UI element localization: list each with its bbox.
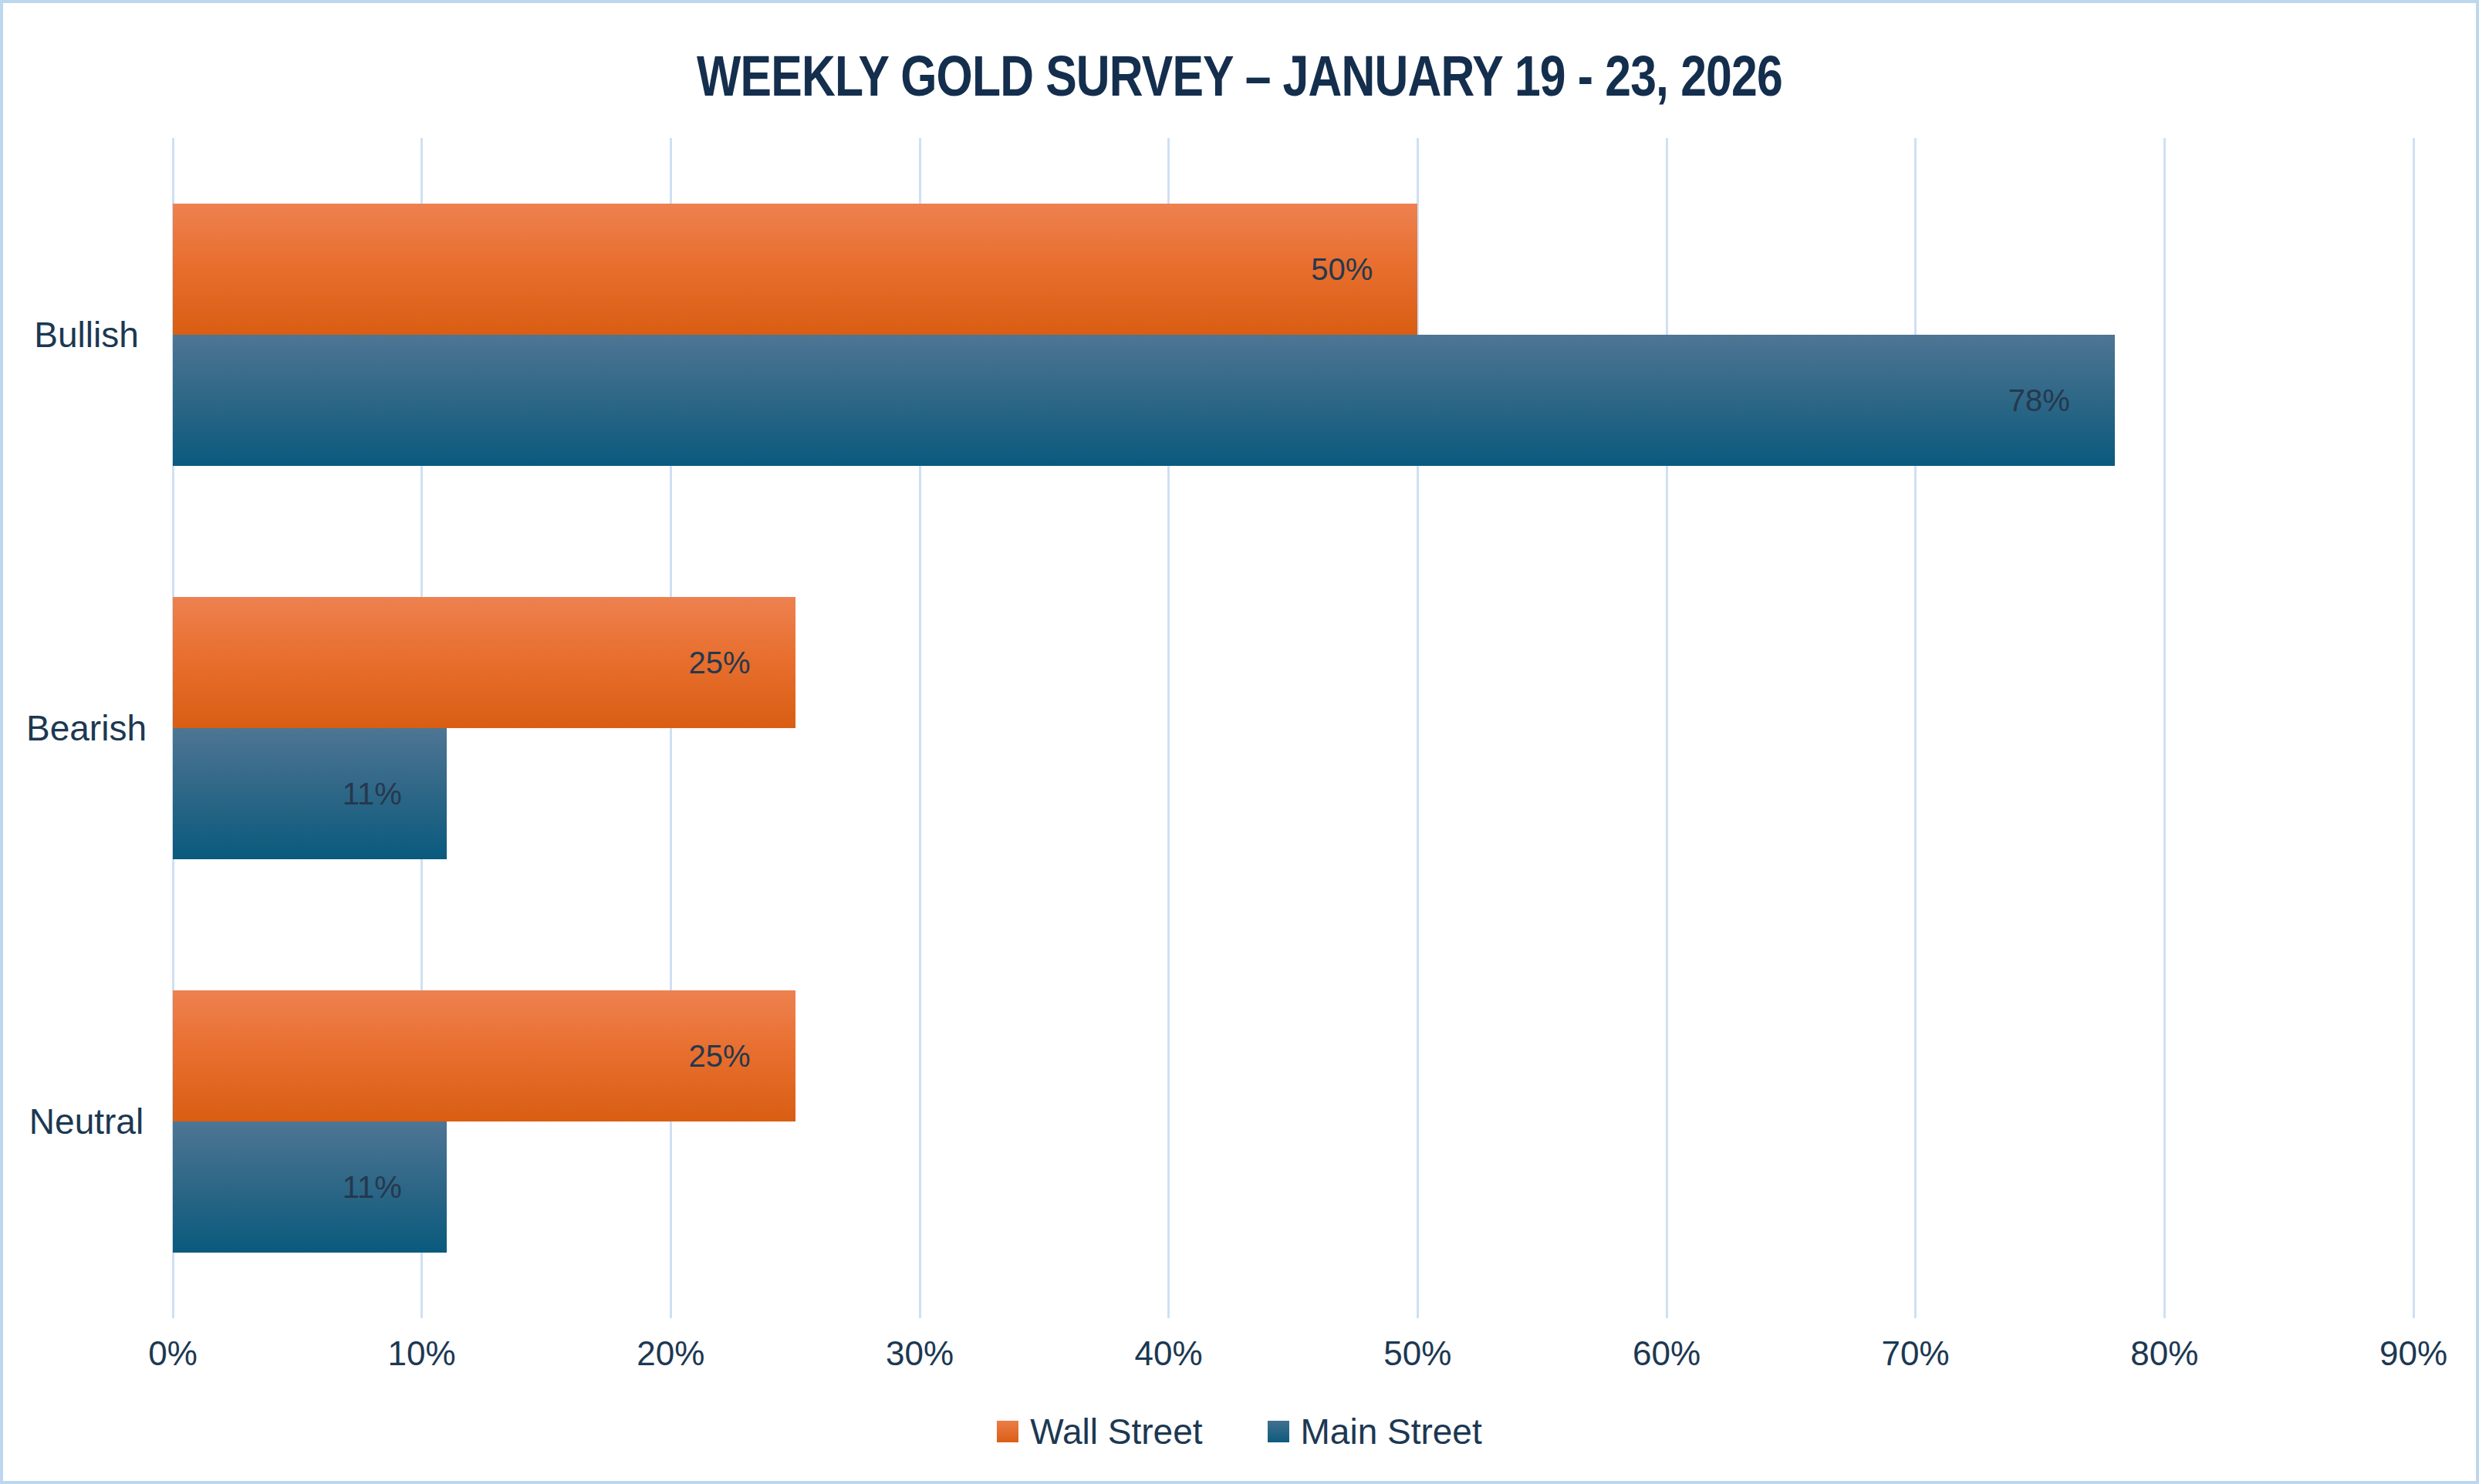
bar-value-label: 78% [2008, 383, 2115, 418]
bar-value-label: 11% [343, 777, 447, 811]
bar-value-label: 11% [343, 1170, 447, 1205]
gridline [2413, 138, 2415, 1318]
x-tick-label: 0% [148, 1334, 198, 1373]
x-tick-label: 10% [388, 1334, 456, 1373]
legend-item-main-street: Main Street [1268, 1411, 1482, 1452]
x-tick-label: 80% [2130, 1334, 2198, 1373]
bar-value-label: 25% [689, 1039, 795, 1074]
x-tick-label: 20% [637, 1334, 704, 1373]
legend-label: Wall Street [1030, 1411, 1202, 1452]
category-label: Neutral [11, 1098, 162, 1145]
bar-value-label: 25% [689, 646, 795, 680]
legend: Wall Street Main Street [3, 1408, 2476, 1455]
category-label: Bullish [11, 312, 162, 358]
bar-wall-street: 25% [173, 597, 795, 728]
bar-wall-street: 25% [173, 990, 795, 1121]
plot-area: 50% 78% 25% 11% 25% 11% Bullish Bearish Neutral… [3, 3, 2476, 1481]
bar-main-street: 78% [173, 335, 2115, 466]
legend-label: Main Street [1301, 1411, 1482, 1452]
bar-wall-street: 50% [173, 204, 1417, 335]
bar-value-label: 50% [1311, 252, 1417, 287]
x-tick-label: 90% [2379, 1334, 2447, 1373]
x-tick-label: 50% [1383, 1334, 1451, 1373]
bar-main-street: 11% [173, 1121, 447, 1253]
legend-item-wall-street: Wall Street [997, 1411, 1202, 1452]
gridline [2163, 138, 2166, 1318]
x-tick-label: 60% [1633, 1334, 1701, 1373]
x-tick-label: 70% [1882, 1334, 1950, 1373]
bar-main-street: 11% [173, 728, 447, 859]
chart-frame: WEEKLY GOLD SURVEY – JANUARY 19 - 23, 20… [0, 0, 2479, 1484]
legend-swatch-main-street [1268, 1421, 1289, 1442]
x-tick-label: 40% [1135, 1334, 1203, 1373]
gridline [1914, 138, 1917, 1318]
legend-swatch-wall-street [997, 1421, 1018, 1442]
gridline [1666, 138, 1668, 1318]
x-tick-label: 30% [886, 1334, 954, 1373]
category-label: Bearish [11, 705, 162, 751]
